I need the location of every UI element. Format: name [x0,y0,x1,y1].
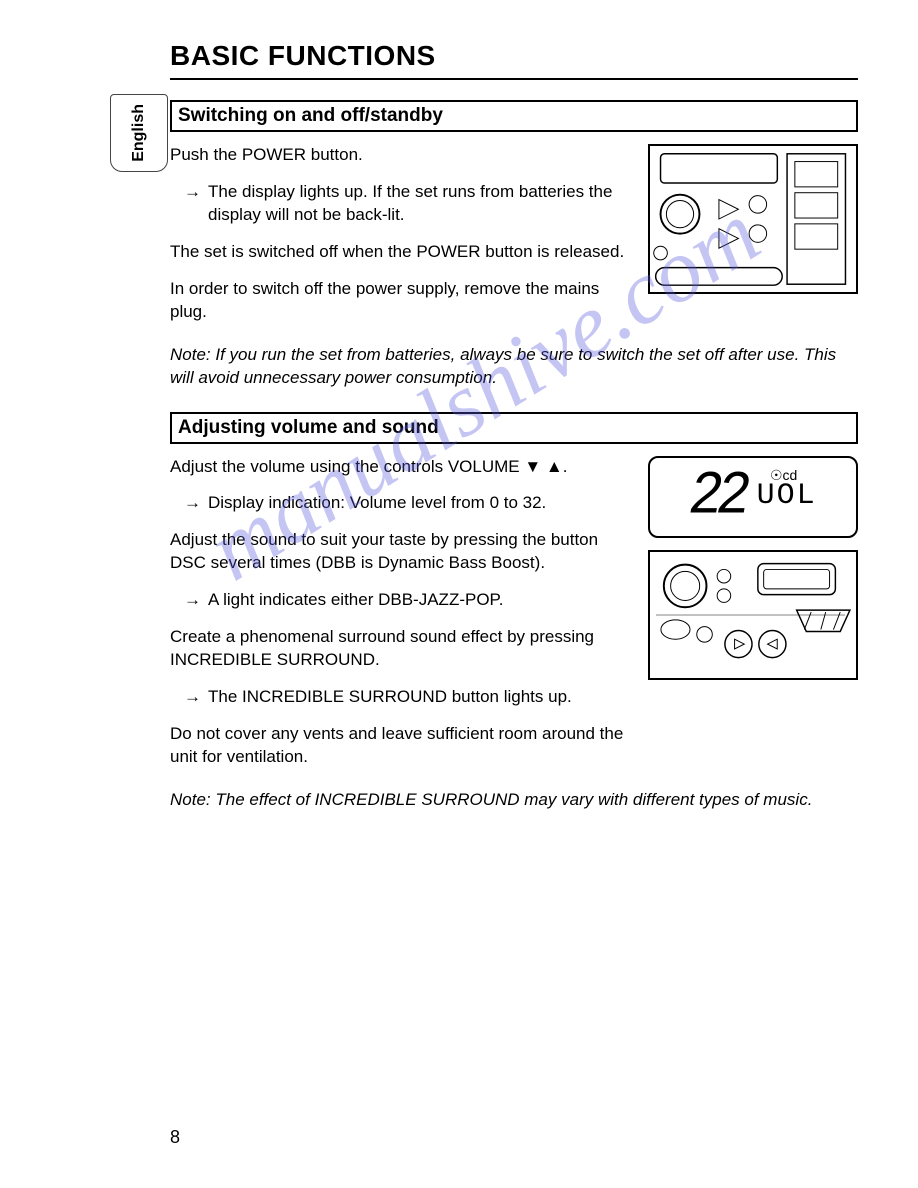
s2-b3: The INCREDIBLE SURROUND button lights up… [170,686,630,709]
page-number: 8 [170,1127,180,1148]
lcd-display: ☉cd 22 UOL [648,456,858,538]
s2-p3: Create a phenomenal surround sound effec… [170,626,630,672]
s2-note: Note: The effect of INCREDIBLE SURROUND … [170,789,858,812]
s1-note: Note: If you run the set from batteries,… [170,344,858,390]
manual-page: BASIC FUNCTIONS English Switching on and… [0,0,918,864]
section1-header: Switching on and off/standby [170,100,858,132]
language-label: English [130,104,148,162]
device-illustration-2 [648,550,858,680]
s1-p2: The set is switched off when the POWER b… [170,241,630,264]
s1-b1: The display lights up. If the set runs f… [170,181,630,227]
section2-header: Adjusting volume and sound [170,412,858,444]
device-illustration-1 [648,144,858,294]
s2-b2: A light indicates either DBB-JAZZ-POP. [170,589,630,612]
language-tab: English [110,94,168,172]
s2-p1: Adjust the volume using the controls VOL… [170,456,630,479]
display-number: 22 [689,455,744,538]
s1-p3: In order to switch off the power supply,… [170,278,630,324]
section1-content: Push the POWER button. The display light… [170,144,858,390]
s2-p2: Adjust the sound to suit your taste by p… [170,529,630,575]
page-title: BASIC FUNCTIONS [170,40,858,72]
s1-p1: Push the POWER button. [170,144,630,167]
s2-p4: Do not cover any vents and leave suffici… [170,723,630,769]
section2-content: Adjust the volume using the controls VOL… [170,456,858,812]
title-divider [170,78,858,80]
cd-icon: ☉cd [770,466,797,485]
s2-b1: Display indication: Volume level from 0 … [170,492,630,515]
